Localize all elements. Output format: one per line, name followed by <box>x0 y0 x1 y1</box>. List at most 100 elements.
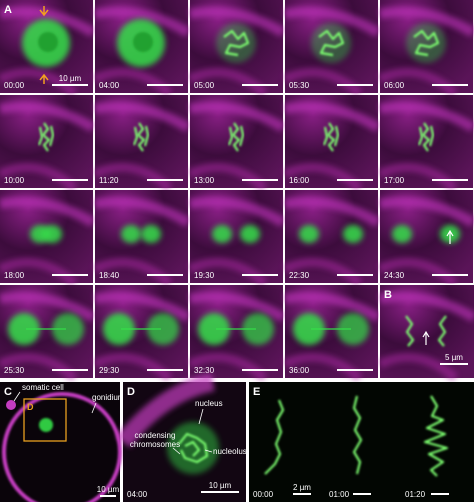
annotation: nucleolus <box>213 447 247 456</box>
magenta-stripe <box>379 291 474 322</box>
chromosome <box>333 125 340 147</box>
magenta-stripe <box>0 162 78 192</box>
magenta-stripe <box>377 67 458 97</box>
pointer <box>172 447 181 455</box>
magenta-stripe <box>0 6 96 37</box>
magenta-stripe <box>189 196 286 227</box>
magenta-stripe <box>282 257 363 287</box>
scale-label: 10 µm <box>59 74 82 83</box>
chromosome <box>231 122 241 152</box>
timestamp: 24:30 <box>384 271 405 280</box>
timestamp: 04:00 <box>99 81 120 90</box>
timestamp: 05:00 <box>194 81 215 90</box>
nucleus-glow <box>167 422 219 474</box>
magenta-stripe <box>284 196 381 227</box>
magenta-stripe <box>0 291 96 322</box>
magenta-stripe <box>0 67 78 97</box>
magenta-stripe <box>284 6 381 37</box>
chromatid-mass <box>299 225 319 243</box>
magenta-stripe <box>92 162 173 192</box>
magenta-stripe <box>282 162 363 192</box>
daughter-nucleus <box>103 313 135 345</box>
chromosome <box>41 122 51 152</box>
timestamp: 06:00 <box>384 81 405 90</box>
magenta-stripe <box>94 196 191 227</box>
chromosome <box>405 315 415 347</box>
chromatid-mass <box>392 225 412 243</box>
magenta-stripe <box>189 291 286 322</box>
magenta-stripe <box>284 101 381 132</box>
magenta-stripe <box>187 352 268 382</box>
magenta-stripe <box>379 6 474 37</box>
marker-arrow <box>39 73 49 84</box>
daughter-nucleus <box>337 313 369 345</box>
magenta-stripe <box>94 291 191 322</box>
annotation: somatic cell <box>22 383 64 392</box>
timestamp: 00:00 <box>253 490 274 499</box>
scale-label: 5 µm <box>445 353 463 362</box>
panel-label: A <box>4 4 12 16</box>
magenta-stripe <box>0 352 78 382</box>
timestamp: 13:00 <box>194 176 215 185</box>
chromatid-mass <box>121 225 141 243</box>
panel-label: D <box>127 386 135 398</box>
magenta-stripe <box>0 257 78 287</box>
timestamp: 17:00 <box>384 176 405 185</box>
magenta-stripe <box>94 6 191 37</box>
chromosome <box>423 395 449 477</box>
marker-arrow <box>39 6 49 17</box>
timestamp: 01:00 <box>329 490 350 499</box>
timestamp: 05:30 <box>289 81 310 90</box>
chromatid-mass <box>42 225 62 243</box>
magenta-stripe <box>378 352 459 382</box>
magenta-stripe <box>187 257 268 287</box>
daughter-nucleus <box>8 313 40 345</box>
daughter-nucleus <box>147 313 179 345</box>
gonidium-nucleus <box>39 418 53 432</box>
timestamp: 04:00 <box>127 490 148 499</box>
timestamp: 18:40 <box>99 271 120 280</box>
arrow <box>422 330 430 345</box>
annotation: nucleus <box>195 399 223 408</box>
chromosome <box>417 126 424 146</box>
magenta-stripe <box>189 101 286 132</box>
panel-label: C <box>4 386 12 398</box>
nucleolus <box>38 32 58 52</box>
pointer <box>204 449 213 453</box>
timestamp: 10:00 <box>4 176 25 185</box>
magenta-stripe <box>282 67 363 97</box>
somatic-cell <box>6 400 16 410</box>
timestamp: 11:20 <box>99 176 119 185</box>
chromosome <box>264 399 285 475</box>
chromosome <box>223 29 250 57</box>
chromatid-mass <box>240 225 260 243</box>
timestamp: 25:30 <box>4 366 25 375</box>
panel-bg <box>249 382 474 502</box>
panel-label: B <box>384 289 392 301</box>
timestamp: 16:00 <box>289 176 310 185</box>
daughter-nucleus <box>293 313 325 345</box>
annotation: gonidium <box>92 393 125 402</box>
chromosome <box>143 125 150 147</box>
box-label: D <box>27 402 34 412</box>
panel-label: E <box>253 386 260 398</box>
magenta-band <box>115 373 215 448</box>
magenta-stripe <box>379 101 474 132</box>
timestamp: 36:00 <box>289 366 310 375</box>
chromosome <box>428 125 435 147</box>
chromosome <box>437 315 447 347</box>
magenta-stripe <box>284 291 381 322</box>
annotation: chromosomes <box>130 440 180 449</box>
gonidium-outline <box>2 392 122 502</box>
scale-label: 2 µm <box>293 483 311 492</box>
timestamp: 32:30 <box>194 366 215 375</box>
chromosome <box>421 122 431 152</box>
scale-label: 10 µm <box>209 481 232 490</box>
timestamp: 19:30 <box>194 271 215 280</box>
daughter-nucleus <box>198 313 230 345</box>
nucleus-glow <box>216 23 256 63</box>
chromosome <box>352 395 363 475</box>
chromosome <box>37 126 44 146</box>
arrow <box>446 229 454 244</box>
magenta-stripe <box>92 352 173 382</box>
